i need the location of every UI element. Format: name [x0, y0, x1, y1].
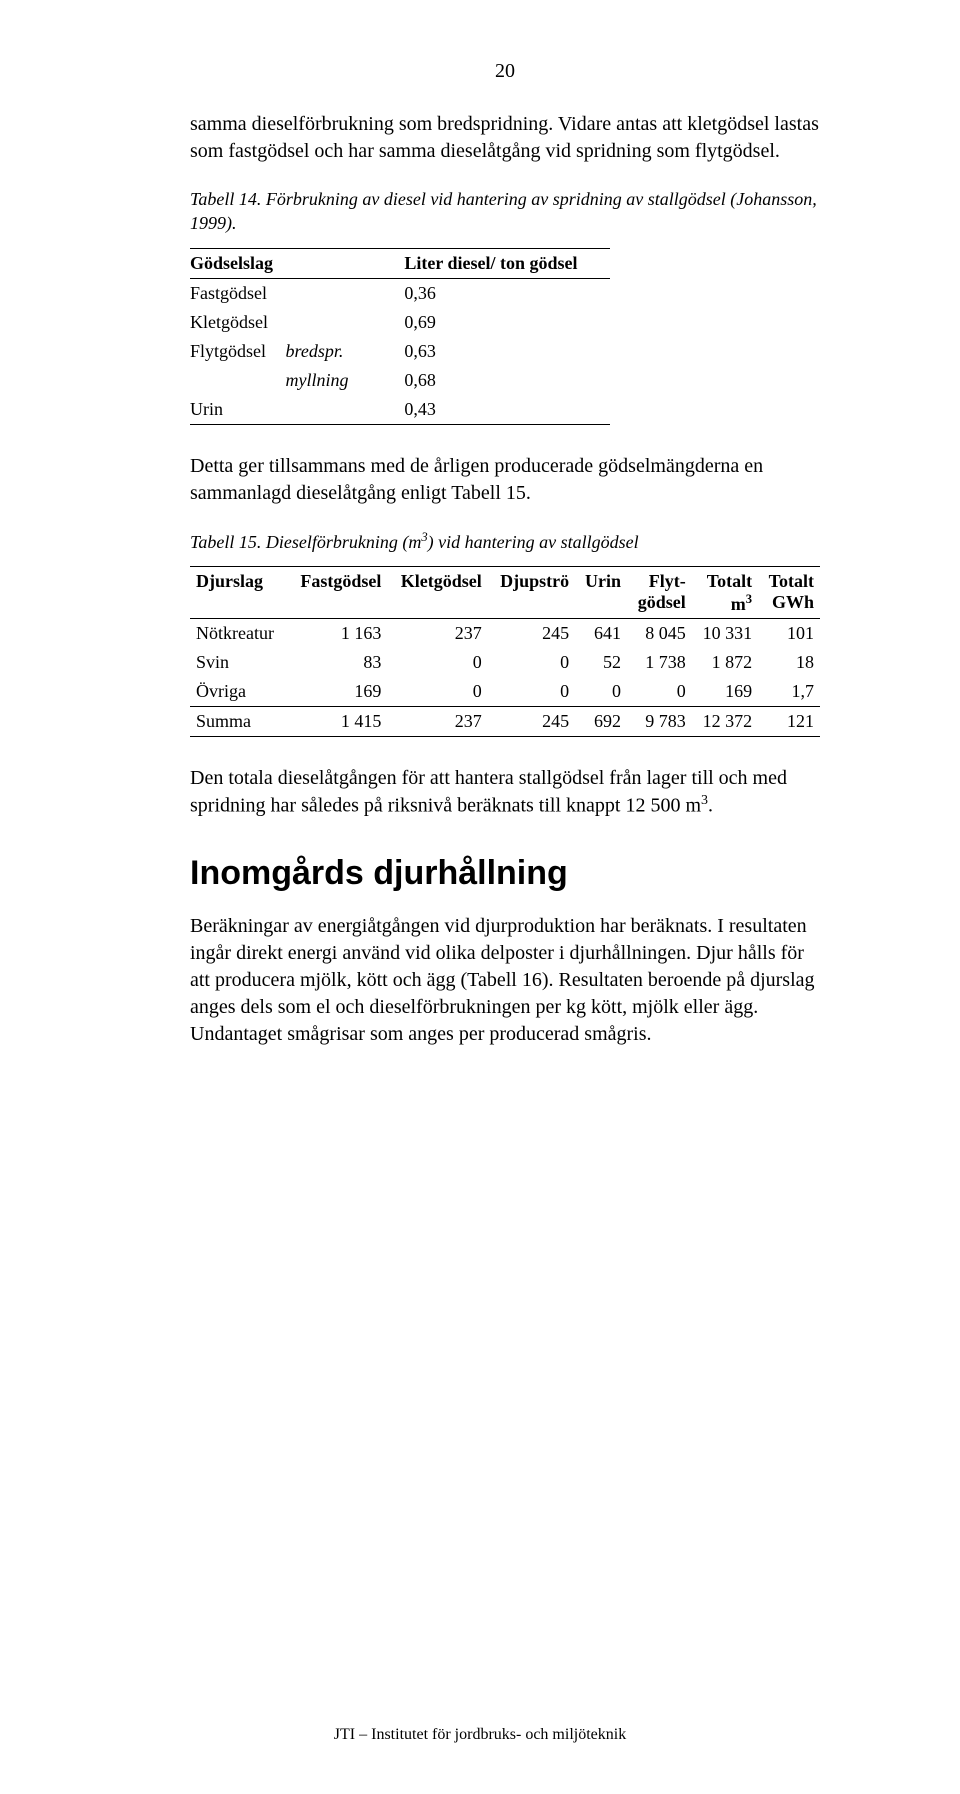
- cell: [286, 395, 365, 425]
- cell: 0,68: [364, 366, 610, 395]
- cell: 1,7: [758, 677, 820, 707]
- col-head: Kletgödsel: [387, 566, 487, 618]
- head-line1: Totalt: [707, 571, 752, 591]
- col-head: Flyt- gödsel: [627, 566, 692, 618]
- paragraph-3: Den totala dieselåtgången för att hanter…: [190, 765, 820, 820]
- col-head: Fastgödsel: [287, 566, 387, 618]
- cell: 52: [575, 648, 627, 677]
- head-line2: m: [731, 594, 746, 614]
- paragraph-4: Beräkningar av energiåtgången vid djurpr…: [190, 913, 820, 1048]
- table14-head-2: Liter diesel/ ton gödsel: [364, 248, 610, 278]
- table-row: Kletgödsel 0,69: [190, 308, 610, 337]
- cell: 0,36: [364, 278, 610, 308]
- table-row: Nötkreatur 1 163 237 245 641 8 045 10 33…: [190, 619, 820, 649]
- table-row: Flytgödsel bredspr. 0,63: [190, 337, 610, 366]
- head-line1: Flyt-: [649, 571, 686, 591]
- cell: 641: [575, 619, 627, 649]
- footer: JTI – Institutet för jordbruks- och milj…: [0, 1726, 960, 1744]
- col-head: Djupströ: [488, 566, 575, 618]
- table-row: Urin 0,43: [190, 395, 610, 425]
- cell: 0: [488, 648, 575, 677]
- caption-text: Tabell 15. Dieselförbrukning (m: [190, 532, 421, 552]
- cell: 245: [488, 707, 575, 737]
- col-head: Urin: [575, 566, 627, 618]
- col-head: Totalt m3: [692, 566, 758, 618]
- page-number: 20: [190, 60, 820, 83]
- cell: 12 372: [692, 707, 758, 737]
- cell: 0: [387, 677, 487, 707]
- section-heading: Inomgårds djurhållning: [190, 854, 820, 893]
- text: Den totala dieselåtgången för att hanter…: [190, 767, 787, 817]
- cell: [286, 278, 365, 308]
- cell: 237: [387, 619, 487, 649]
- paragraph-1: samma dieselförbrukning som bredspridnin…: [190, 111, 820, 165]
- cell: 0,43: [364, 395, 610, 425]
- table-15: Djurslag Fastgödsel Kletgödsel Djupströ …: [190, 566, 820, 737]
- cell: myllning: [286, 366, 365, 395]
- cell: 121: [758, 707, 820, 737]
- cell: Flytgödsel: [190, 337, 286, 366]
- page: 20 samma dieselförbrukning som bredsprid…: [0, 0, 960, 1794]
- cell: 8 045: [627, 619, 692, 649]
- head-line2: GWh: [772, 592, 814, 612]
- text: .: [708, 795, 713, 817]
- cell: bredspr.: [286, 337, 365, 366]
- cell: Nötkreatur: [190, 619, 287, 649]
- cell: 692: [575, 707, 627, 737]
- table14-head-1: Gödselslag: [190, 248, 364, 278]
- cell: 0,63: [364, 337, 610, 366]
- table-row-sum: Summa 1 415 237 245 692 9 783 12 372 121: [190, 707, 820, 737]
- superscript: 3: [701, 793, 708, 808]
- col-head: Totalt GWh: [758, 566, 820, 618]
- cell: Svin: [190, 648, 287, 677]
- table15-caption: Tabell 15. Dieselförbrukning (m3) vid ha…: [190, 529, 820, 554]
- superscript: 3: [746, 592, 752, 606]
- cell: [286, 308, 365, 337]
- cell: Urin: [190, 395, 286, 425]
- table-row: Fastgödsel 0,36: [190, 278, 610, 308]
- cell: 101: [758, 619, 820, 649]
- cell: Fastgödsel: [190, 278, 286, 308]
- paragraph-2: Detta ger tillsammans med de årligen pro…: [190, 453, 820, 507]
- head-line2: gödsel: [638, 592, 686, 612]
- table-row: myllning 0,68: [190, 366, 610, 395]
- cell: 1 415: [287, 707, 387, 737]
- table-row: Övriga 169 0 0 0 0 169 1,7: [190, 677, 820, 707]
- caption-text: ) vid hantering av stallgödsel: [428, 532, 639, 552]
- cell: [190, 366, 286, 395]
- cell: 0,69: [364, 308, 610, 337]
- head-line1: Totalt: [769, 571, 814, 591]
- cell: 0: [387, 648, 487, 677]
- cell: 245: [488, 619, 575, 649]
- col-head: Djurslag: [190, 566, 287, 618]
- cell: 0: [575, 677, 627, 707]
- cell: 0: [488, 677, 575, 707]
- cell: 0: [627, 677, 692, 707]
- cell: 1 738: [627, 648, 692, 677]
- cell: Övriga: [190, 677, 287, 707]
- table-row: Svin 83 0 0 52 1 738 1 872 18: [190, 648, 820, 677]
- cell: 169: [287, 677, 387, 707]
- cell: Summa: [190, 707, 287, 737]
- cell: 18: [758, 648, 820, 677]
- cell: 169: [692, 677, 758, 707]
- cell: Kletgödsel: [190, 308, 286, 337]
- cell: 237: [387, 707, 487, 737]
- cell: 9 783: [627, 707, 692, 737]
- cell: 83: [287, 648, 387, 677]
- cell: 1 872: [692, 648, 758, 677]
- cell: 1 163: [287, 619, 387, 649]
- table14-caption: Tabell 14. Förbrukning av diesel vid han…: [190, 187, 820, 236]
- table-14: Gödselslag Liter diesel/ ton gödsel Fast…: [190, 248, 610, 425]
- cell: 10 331: [692, 619, 758, 649]
